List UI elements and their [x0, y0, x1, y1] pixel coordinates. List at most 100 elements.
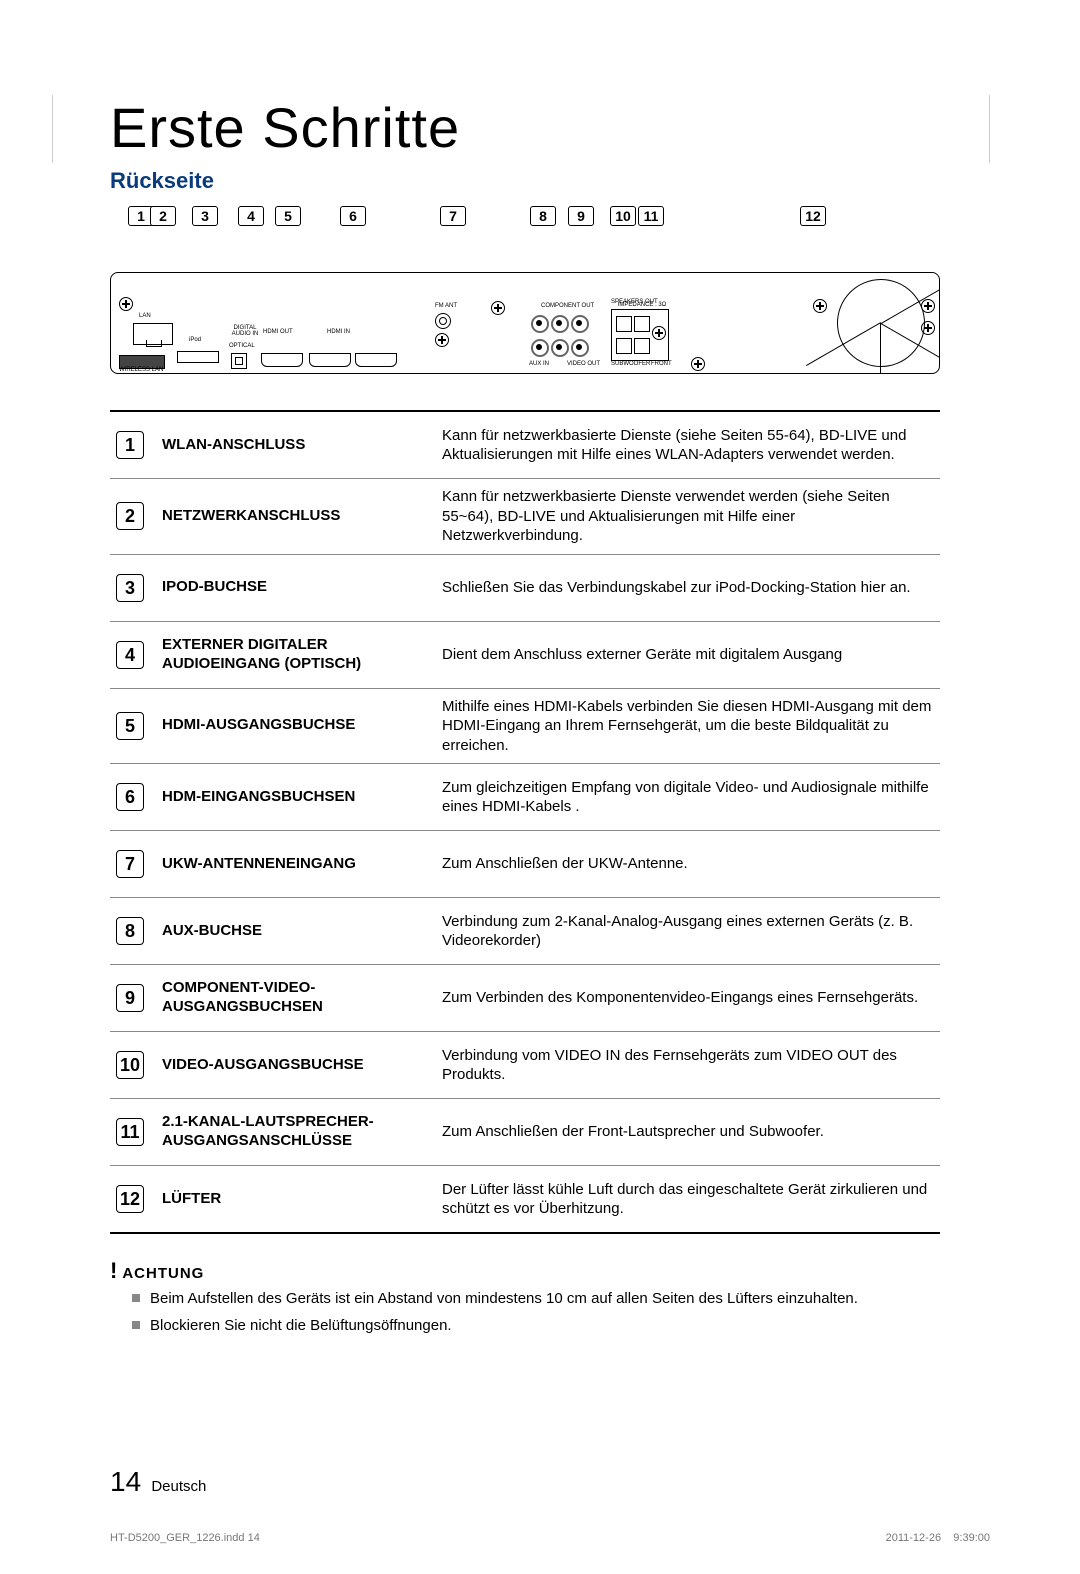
- table-row: 6HDM-EINGANGSBUCHSENZum gleichzeitigen E…: [110, 764, 940, 831]
- row-label: iPod-BUCHSE: [162, 578, 442, 597]
- speaker-terminals: IMPEDANCE : 3Ω: [611, 309, 669, 361]
- row-number: 8: [116, 917, 144, 945]
- callout-11: 11: [638, 206, 664, 226]
- print-date: 2011-12-26: [886, 1532, 941, 1544]
- screw-icon: [691, 357, 705, 371]
- label-front: FRONT: [651, 361, 672, 367]
- row-label: UKW-ANTENNENEINGANG: [162, 855, 442, 874]
- label-fm-ant: FM ANT: [435, 303, 457, 309]
- callout-number: 7: [440, 206, 466, 226]
- screw-icon: [435, 333, 449, 347]
- label-dig-audio: DIGITAL AUDIO IN: [225, 325, 265, 337]
- hdmi-in-port: [309, 353, 351, 367]
- callout-number: 12: [800, 206, 826, 226]
- caution-block: !ACHTUNG Beim Aufstellen des Geräts ist …: [110, 1258, 940, 1336]
- table-row: 3iPod-BUCHSESchließen Sie das Verbindung…: [110, 555, 940, 622]
- rca-port: [531, 339, 549, 357]
- row-number: 6: [116, 783, 144, 811]
- warning-icon: !: [110, 1258, 118, 1283]
- page-language: Deutsch: [151, 1478, 206, 1495]
- chapter-title: Erste Schritte: [110, 95, 1040, 160]
- table-row: 10VIDEO-AUSGANGSBUCHSEVerbindung vom VID…: [110, 1032, 940, 1099]
- row-label: LÜFTER: [162, 1190, 442, 1209]
- table-row: 2 NETZWERKANSCHLUSSKann für netzwerkbasie…: [110, 479, 940, 555]
- row-text: Kann für netzwerkbasierte Dienste verwen…: [442, 487, 940, 546]
- label-component: COMPONENT OUT: [541, 303, 594, 309]
- label-subwoofer: SUBWOOFER: [611, 361, 650, 367]
- label-lan: LAN: [139, 313, 151, 319]
- callout-7: 7: [440, 206, 466, 226]
- label-wireless: WIRELESS LAN: [119, 367, 163, 373]
- table-row: 4 EXTERNER DIGITALER AUDIOEINGANG (OPTISC…: [110, 622, 940, 689]
- row-number: 12: [116, 1185, 144, 1213]
- row-text: Zum Anschließen der UKW-Antenne.: [442, 854, 940, 874]
- caution-list: Beim Aufstellen des Geräts ist ein Absta…: [132, 1288, 940, 1336]
- caution-heading: !ACHTUNG: [110, 1258, 940, 1284]
- row-label: NETZWERKANSCHLUSS: [162, 507, 442, 526]
- rear-panel-diagram: 123456789101112 LAN WIRELESS LAN iPod DI…: [110, 206, 940, 374]
- row-label: HDMI-AUSGANGSBUCHSE: [162, 716, 442, 735]
- callout-9: 9: [568, 206, 594, 226]
- row-text: Zum Verbinden des Komponentenvideo-Einga…: [442, 988, 940, 1008]
- print-stamp: 2011-12-26 9:39:00: [886, 1532, 990, 1544]
- rear-panel: LAN WIRELESS LAN iPod DIGITAL AUDIO IN O…: [110, 272, 940, 374]
- label-video-out: VIDEO OUT: [567, 361, 600, 367]
- row-label: 2.1-KANAL-LAUTSPRECHER-AUSGANGSANSCHLÜSS…: [162, 1113, 442, 1151]
- row-number: 10: [116, 1051, 144, 1079]
- callout-number: 4: [238, 206, 264, 226]
- callout-number: 5: [275, 206, 301, 226]
- row-number: 3: [116, 574, 144, 602]
- callout-table: 1 WLAN-ANSCHLUSS Kann für netzwerkbasierte…: [110, 410, 940, 1234]
- row-text: Mithilfe eines HDMI-Kabels verbinden Sie…: [442, 697, 940, 756]
- row-number: 11: [116, 1118, 144, 1146]
- row-number: 7: [116, 850, 144, 878]
- screw-icon: [119, 297, 133, 311]
- callout-2: 2: [150, 206, 176, 226]
- callout-8: 8: [530, 206, 556, 226]
- hdmi-in-port: [355, 353, 397, 367]
- callout-number: 10: [610, 206, 636, 226]
- rca-port: [551, 339, 569, 357]
- print-time: 9:39:00: [953, 1532, 990, 1544]
- ipod-port: [177, 351, 219, 363]
- row-label: COMPONENT-VIDEO-AUSGANGSBUCHSEN: [162, 979, 442, 1017]
- callout-12: 12: [800, 206, 826, 226]
- table-row: 11 2.1-KANAL-LAUTSPRECHER-AUSGANGSANSCHLÜ…: [110, 1099, 940, 1166]
- label-aux-in: AUX IN: [529, 361, 549, 367]
- callout-row: 123456789101112: [110, 206, 940, 266]
- row-label: AUX-BUCHSE: [162, 922, 442, 941]
- screw-icon: [491, 301, 505, 315]
- print-file: HT-D5200_GER_1226.indd 14: [110, 1532, 260, 1544]
- table-row: 9 COMPONENT-VIDEO-AUSGANGSBUCHSENZum Verb…: [110, 965, 940, 1032]
- callout-number: 2: [150, 206, 176, 226]
- optical-port: [231, 353, 247, 369]
- hdmi-out-port: [261, 353, 303, 367]
- row-number: 2: [116, 502, 144, 530]
- row-number: 4: [116, 641, 144, 669]
- caution-heading-text: ACHTUNG: [122, 1265, 204, 1282]
- row-number: 9: [116, 984, 144, 1012]
- callout-4: 4: [238, 206, 264, 226]
- rca-port: [571, 339, 589, 357]
- row-number: 5: [116, 712, 144, 740]
- caution-item: Blockieren Sie nicht die Belüftungsöffnu…: [132, 1315, 940, 1336]
- callout-6: 6: [340, 206, 366, 226]
- row-number: 1: [116, 431, 144, 459]
- caution-item: Beim Aufstellen des Geräts ist ein Absta…: [132, 1288, 940, 1309]
- row-label: HDM-EINGANGSBUCHSEN: [162, 788, 442, 807]
- callout-5: 5: [275, 206, 301, 226]
- print-footer: HT-D5200_GER_1226.indd 14 2011-12-26 9:3…: [110, 1532, 990, 1544]
- row-text: Zum Anschließen der Front-Lautsprecher u…: [442, 1122, 940, 1142]
- label-hdmi-in: HDMI IN: [327, 329, 350, 335]
- callout-number: 11: [638, 206, 664, 226]
- callout-number: 9: [568, 206, 594, 226]
- row-label: WLAN-ANSCHLUSS: [162, 436, 442, 455]
- row-label: EXTERNER DIGITALER AUDIOEINGANG (OPTISCH…: [162, 636, 442, 674]
- page-number: 14 Deutsch: [110, 1466, 206, 1498]
- label-ipod: iPod: [189, 337, 201, 343]
- table-row: 12LÜFTERDer Lüfter lässt kühle Luft durc…: [110, 1166, 940, 1232]
- table-row: 7 UKW-ANTENNENEINGANGZum Anschließen der …: [110, 831, 940, 898]
- callout-3: 3: [192, 206, 218, 226]
- fan-icon: [837, 279, 925, 367]
- lan-port: [133, 323, 173, 345]
